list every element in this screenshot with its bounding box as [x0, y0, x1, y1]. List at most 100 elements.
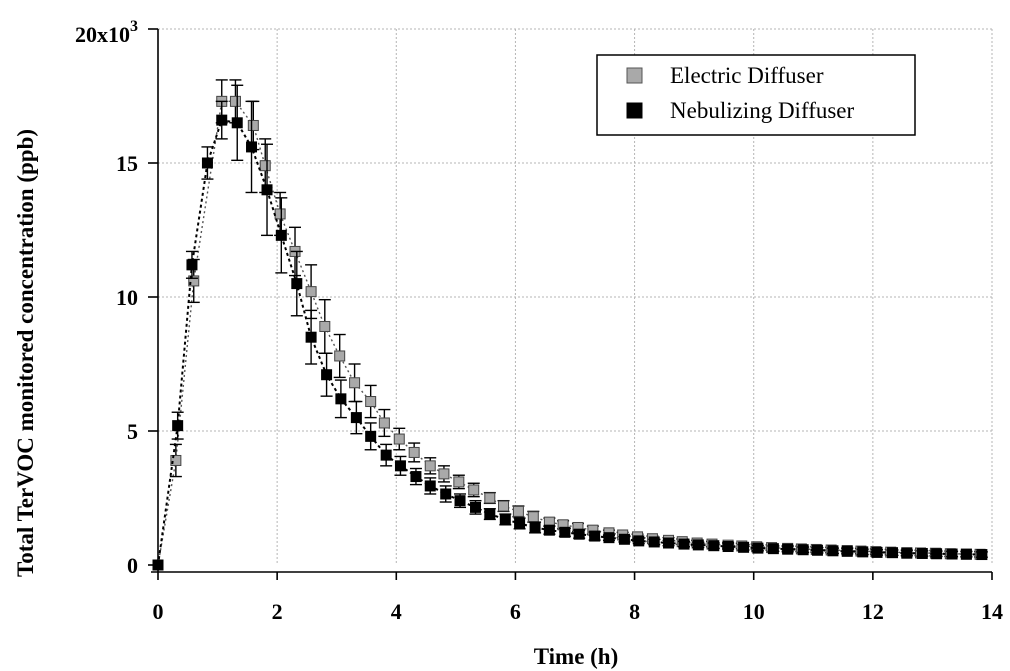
data-point: [573, 528, 585, 540]
y-tick-label: 0: [127, 553, 138, 578]
data-point: [365, 396, 377, 408]
x-tick-label: 4: [391, 599, 402, 624]
data-point: [394, 460, 406, 472]
data-point: [827, 545, 839, 557]
data-point: [484, 508, 496, 520]
data-point: [871, 546, 883, 558]
axes: [151, 29, 992, 573]
data-point: [663, 537, 675, 549]
data-point: [484, 492, 496, 504]
data-point: [247, 119, 259, 131]
data-point: [172, 420, 184, 432]
data-point: [453, 476, 465, 488]
data-point: [365, 430, 377, 442]
data-point: [424, 480, 436, 492]
data-point: [349, 377, 361, 389]
ticks: 0 2 4 6 8 10 12 14 0 5 10 15 20x103: [75, 18, 1003, 624]
y-tick-label: 10: [116, 285, 138, 310]
y-tick-label: 15: [116, 151, 138, 176]
data-point: [470, 501, 482, 513]
data-point: [188, 275, 200, 287]
series-electric: [152, 79, 987, 571]
legend: Electric Diffuser Nebulizing Diffuser: [596, 54, 916, 136]
data-point: [498, 500, 510, 512]
data-point: [380, 449, 392, 461]
series-nebulizing: [152, 84, 988, 571]
data-point: [678, 538, 690, 550]
data-point: [559, 526, 571, 538]
x-tick-label: 12: [862, 599, 884, 624]
data-point: [512, 505, 524, 517]
data-point: [274, 208, 286, 220]
data-point: [321, 369, 333, 381]
series-line: [157, 100, 981, 566]
series-line: [157, 118, 982, 566]
legend-label-nebulizing: Nebulizing Diffuser: [670, 98, 855, 123]
data-point: [738, 541, 750, 553]
data-point: [618, 533, 630, 545]
data-point: [334, 350, 346, 362]
x-tick-label: 8: [629, 599, 640, 624]
data-point: [708, 540, 720, 552]
data-point: [408, 446, 420, 458]
data-point: [186, 259, 198, 271]
data-point: [887, 547, 899, 559]
data-point: [782, 543, 794, 555]
data-point: [752, 542, 764, 554]
data-point: [305, 331, 317, 343]
data-point: [811, 544, 823, 556]
data-point: [648, 536, 660, 548]
data-point: [527, 511, 539, 523]
data-point: [216, 114, 228, 126]
data-point: [350, 412, 362, 424]
data-point: [901, 547, 913, 559]
data-point: [305, 286, 317, 298]
legend-swatch-electric: [626, 67, 643, 84]
data-point: [393, 433, 405, 445]
data-point: [319, 320, 331, 332]
x-tick-label: 0: [153, 599, 164, 624]
x-tick-label: 6: [510, 599, 521, 624]
series-layer: [152, 79, 988, 571]
data-point: [767, 543, 779, 555]
data-point: [261, 184, 273, 196]
data-point: [543, 524, 555, 536]
x-tick-label: 2: [272, 599, 283, 624]
data-point: [692, 539, 704, 551]
y-tick-label: 20x103: [75, 18, 138, 47]
x-tick-label: 14: [981, 599, 1003, 624]
data-point: [589, 530, 601, 542]
data-point: [722, 541, 734, 553]
data-point: [378, 417, 390, 429]
data-point: [797, 544, 809, 556]
legend-box: [596, 54, 916, 136]
data-point: [438, 468, 450, 480]
data-point: [931, 548, 943, 560]
x-axis-title: Time (h): [534, 644, 619, 669]
data-point: [946, 548, 958, 560]
data-point: [529, 521, 541, 533]
data-point: [259, 160, 271, 172]
data-point: [440, 488, 452, 500]
data-point: [170, 454, 182, 466]
data-point: [976, 549, 988, 561]
data-point: [424, 460, 436, 472]
x-tick-label: 10: [743, 599, 765, 624]
data-point: [291, 278, 303, 290]
data-point: [246, 141, 258, 153]
y-axis-title: Total TerVOC monitored concentration (pp…: [13, 129, 38, 577]
data-point: [916, 547, 928, 559]
data-point: [468, 484, 480, 496]
data-point: [960, 548, 972, 560]
data-point: [841, 545, 853, 557]
data-point: [231, 117, 243, 129]
data-point: [410, 471, 422, 483]
data-point: [514, 517, 526, 529]
data-point: [633, 535, 645, 547]
data-point: [454, 495, 466, 507]
legend-swatch-nebulizing: [626, 102, 643, 119]
data-point: [275, 229, 287, 241]
data-point: [152, 559, 164, 571]
data-point: [229, 95, 241, 107]
